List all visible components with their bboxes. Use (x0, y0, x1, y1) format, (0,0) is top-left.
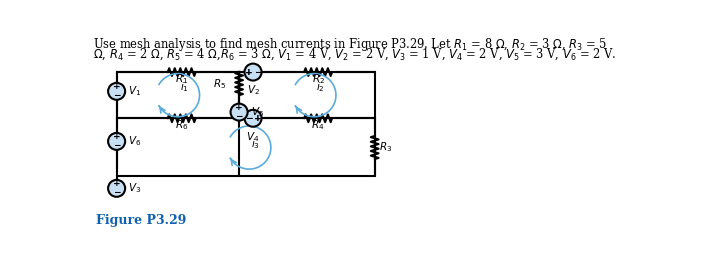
Text: +: + (253, 114, 261, 123)
Text: +: + (245, 68, 253, 77)
Text: −: − (253, 68, 261, 77)
Text: $V_2$: $V_2$ (246, 84, 259, 97)
Text: −: − (113, 141, 120, 150)
Circle shape (108, 180, 125, 197)
Text: $V_6$: $V_6$ (128, 135, 142, 148)
Text: −: − (113, 188, 120, 197)
Text: +: + (113, 179, 120, 189)
Circle shape (244, 110, 261, 127)
Text: $\Omega$, $R_4$ = 2 $\Omega$, $R_5$ = 4 $\Omega$,$R_6$ = 3 $\Omega$, $V_1$ = 4 V: $\Omega$, $R_4$ = 2 $\Omega$, $R_5$ = 4 … (93, 47, 616, 62)
Text: −: − (245, 114, 252, 123)
Text: $V_1$: $V_1$ (128, 84, 141, 98)
Text: $R_1$: $R_1$ (175, 72, 188, 86)
Text: $i_2$: $i_2$ (316, 81, 325, 94)
Text: $R_6$: $R_6$ (175, 118, 188, 132)
Circle shape (244, 64, 261, 81)
Text: $V_5$: $V_5$ (251, 105, 263, 119)
Text: +: + (245, 68, 253, 77)
Circle shape (108, 133, 125, 150)
Text: $R_4$: $R_4$ (311, 118, 325, 132)
Text: $V_4$: $V_4$ (246, 130, 260, 144)
Text: $R_5$: $R_5$ (213, 77, 226, 91)
Text: −: − (245, 114, 252, 123)
Text: Use mesh analysis to find mesh currents in Figure P3.29. Let $R_1$ = 8 $\Omega$,: Use mesh analysis to find mesh currents … (93, 36, 608, 53)
Text: $R_2$: $R_2$ (311, 72, 324, 86)
Text: $V_3$: $V_3$ (128, 182, 141, 195)
Text: Figure P3.29: Figure P3.29 (96, 214, 186, 227)
Text: $i_3$: $i_3$ (251, 137, 260, 151)
Text: −: − (236, 112, 243, 121)
Text: +: + (113, 132, 120, 142)
Circle shape (231, 104, 248, 121)
Text: $i_1$: $i_1$ (180, 81, 188, 94)
Text: −: − (113, 91, 120, 100)
Text: +: + (236, 103, 243, 112)
Text: $R_3$: $R_3$ (379, 141, 392, 154)
Text: −: − (253, 68, 261, 77)
Circle shape (108, 83, 125, 100)
Text: +: + (253, 114, 261, 123)
Text: +: + (113, 83, 120, 91)
